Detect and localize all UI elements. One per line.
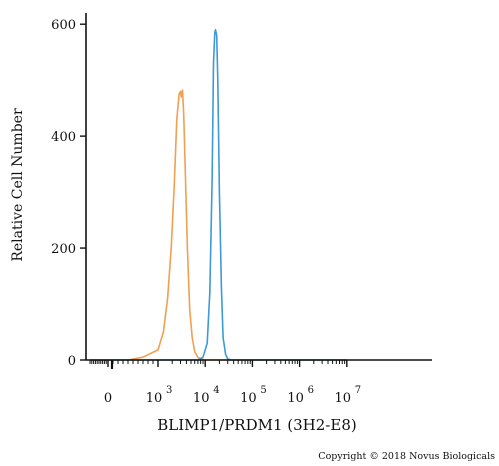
x-tick-label: 105: [240, 385, 267, 406]
x-minor-ticks: [89, 360, 348, 369]
x-axis-label: BLIMP1/PRDM1 (3H2-E8): [157, 416, 356, 434]
x-tick-label: 10 6: [287, 385, 314, 406]
series-layer: [90, 29, 347, 361]
x-tick-label-exponent: 5: [260, 385, 266, 396]
y-tick-label: 400: [51, 130, 76, 145]
x-tick-label-exponent: 3: [166, 385, 172, 396]
y-tick-label: 0: [68, 354, 76, 369]
x-tick-label-base: 10: [193, 391, 210, 406]
x-tick-label-base: 10: [240, 391, 257, 406]
copyright-text: Copyright © 2018 Novus Biologicals: [318, 451, 495, 462]
y-axis-label: Relative Cell Number: [10, 108, 26, 262]
y-tick-label: 200: [51, 242, 76, 257]
x-tick-label-exponent: 4: [213, 385, 219, 396]
x-tick-label: 0: [104, 391, 112, 406]
x-tick-label-base: 10: [335, 391, 352, 406]
x-tick-label: 104: [193, 385, 220, 406]
x-tick-label: 107: [335, 385, 362, 406]
y-tick-label: 600: [51, 18, 76, 33]
x-tick-label-base: 10: [287, 391, 304, 406]
x-tick-label: 103: [146, 385, 173, 406]
x-tick-label-base: 0: [104, 391, 112, 406]
series-line-1: [90, 89, 347, 361]
x-tick-label-exponent: 6: [308, 385, 314, 396]
x-tick-label-exponent: 7: [355, 385, 361, 396]
y-ticks: 0 200 400 600: [51, 18, 86, 369]
series-line-2: [90, 29, 347, 361]
x-tick-label-base: 10: [146, 391, 163, 406]
